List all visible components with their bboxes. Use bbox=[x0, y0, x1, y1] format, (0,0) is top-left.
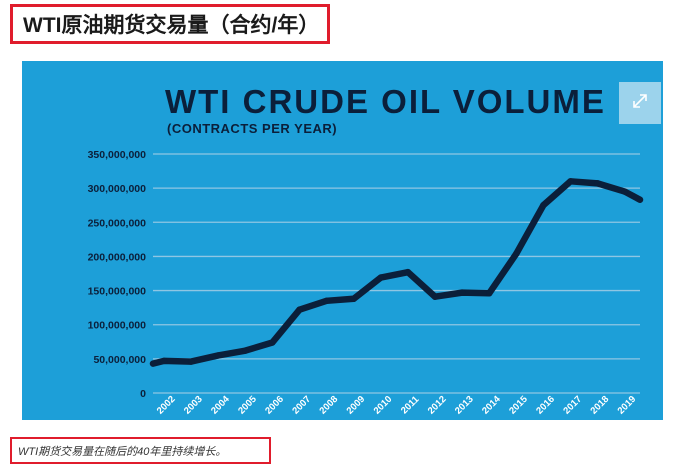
data-point bbox=[215, 352, 222, 359]
expand-button[interactable] bbox=[619, 82, 661, 124]
x-tick-label: 2012 bbox=[426, 394, 449, 417]
x-axis-ticks: 2002 2003 2004 2005 2006 2007 2008 2009 2010 2011… bbox=[155, 393, 638, 416]
data-point bbox=[187, 358, 195, 365]
x-tick-label: 2006 bbox=[263, 394, 286, 417]
x-tick-label: 2004 bbox=[209, 393, 232, 416]
series-layer bbox=[149, 178, 644, 367]
data-point bbox=[323, 297, 330, 305]
x-tick-label: 2018 bbox=[588, 394, 611, 417]
expand-icon bbox=[631, 92, 649, 115]
x-tick-label: 2015 bbox=[507, 393, 530, 416]
chart-panel: WTI CRUDE OIL VOLUME (CONTRACTS PER YEAR… bbox=[22, 61, 663, 420]
y-tick-label: 200,000,000 bbox=[88, 251, 147, 263]
data-point bbox=[513, 250, 520, 257]
x-tick-label: 2007 bbox=[290, 394, 313, 417]
y-tick-label: 250,000,000 bbox=[88, 217, 147, 229]
chart-title: WTI CRUDE OIL VOLUME bbox=[165, 83, 606, 120]
y-tick-label: 300,000,000 bbox=[88, 183, 147, 195]
series-line bbox=[149, 178, 644, 367]
x-tick-label: 2017 bbox=[561, 394, 584, 417]
x-tick-label: 2014 bbox=[480, 393, 503, 416]
data-point bbox=[160, 357, 168, 365]
chart-subtitle: (CONTRACTS PER YEAR) bbox=[167, 121, 337, 136]
y-tick-label: 350,000,000 bbox=[88, 149, 147, 161]
x-tick-label: 2019 bbox=[616, 394, 639, 417]
data-point bbox=[404, 268, 412, 276]
x-tick-label: 2009 bbox=[345, 394, 368, 417]
y-tick-label: 0 bbox=[140, 388, 146, 400]
data-point bbox=[458, 289, 466, 296]
x-tick-label: 2003 bbox=[182, 394, 205, 417]
data-point bbox=[594, 180, 601, 187]
data-point bbox=[621, 188, 628, 195]
grid-lines bbox=[153, 153, 640, 394]
x-tick-label: 2011 bbox=[399, 394, 422, 417]
caption: WTI期货交易量在随后的40年里持续增长。 bbox=[10, 437, 271, 464]
y-axis-ticks: 0 50,000,000 100,000,000 150,000,000 200,000… bbox=[88, 149, 147, 400]
y-tick-label: 100,000,000 bbox=[88, 320, 147, 332]
data-point bbox=[540, 202, 547, 209]
x-tick-label: 2016 bbox=[534, 394, 557, 417]
data-point bbox=[431, 293, 439, 300]
x-tick-label: 2005 bbox=[236, 393, 259, 416]
y-tick-label: 50,000,000 bbox=[93, 354, 146, 366]
x-tick-label: 2010 bbox=[372, 394, 395, 417]
x-tick-label: 2002 bbox=[155, 394, 178, 417]
page-heading: WTI原油期货交易量（合约/年） bbox=[10, 4, 330, 44]
data-point bbox=[567, 178, 574, 185]
data-point bbox=[486, 290, 493, 297]
x-tick-label: 2013 bbox=[453, 394, 476, 417]
x-tick-label: 2008 bbox=[317, 394, 340, 417]
data-point bbox=[296, 306, 303, 313]
data-point bbox=[269, 339, 276, 346]
wti-volume-chart: WTI CRUDE OIL VOLUME (CONTRACTS PER YEAR… bbox=[88, 83, 644, 417]
data-point bbox=[242, 347, 249, 354]
y-tick-label: 150,000,000 bbox=[88, 286, 147, 298]
data-point bbox=[350, 295, 357, 302]
data-point bbox=[377, 274, 384, 281]
